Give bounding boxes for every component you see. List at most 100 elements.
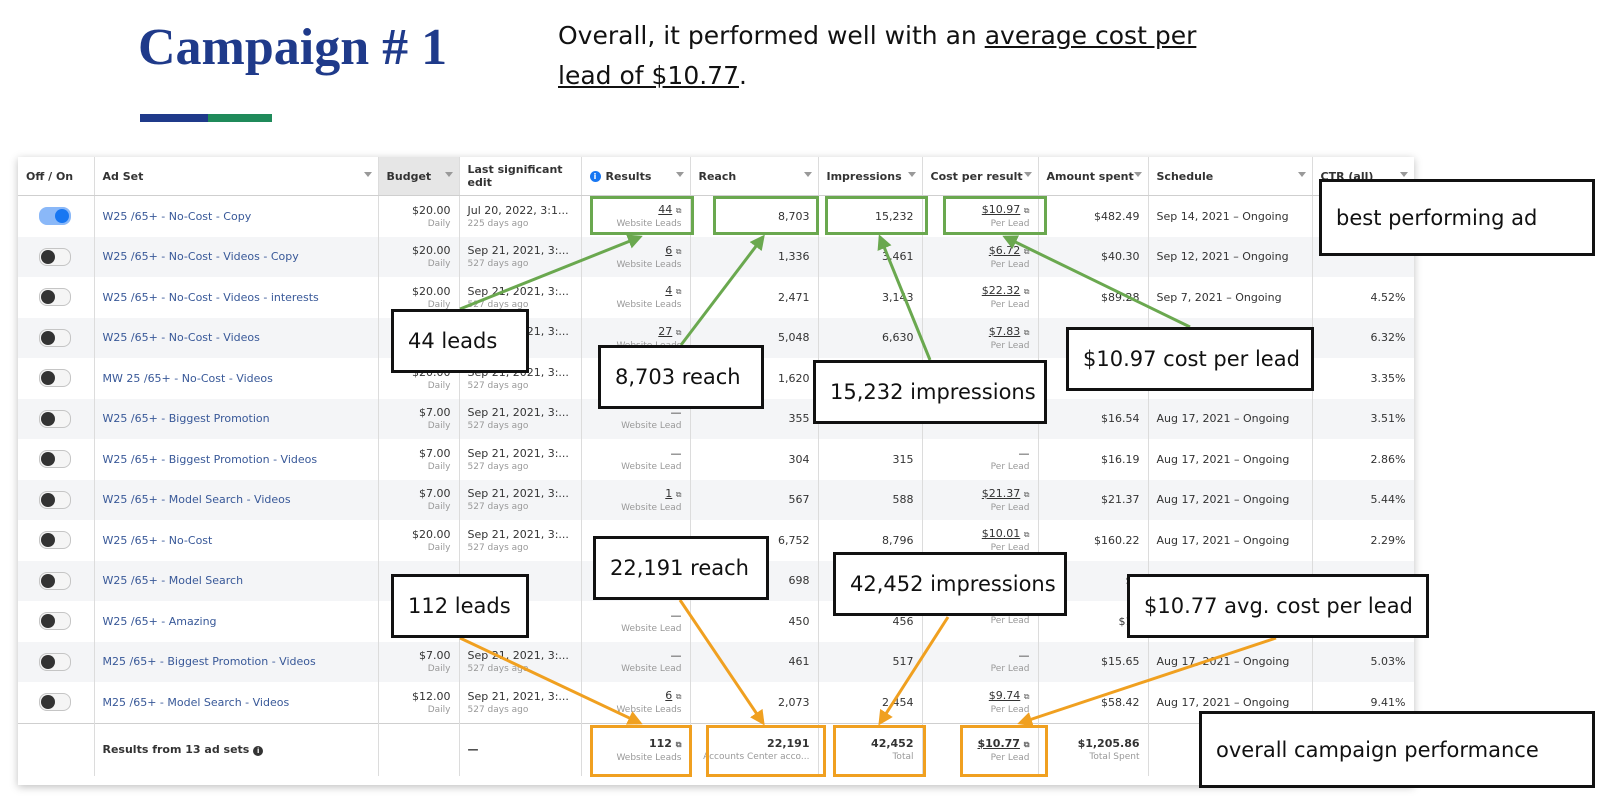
lastedit-value: Sep 21, 2021, 3:... (467, 689, 569, 703)
footer-results-value: 112 ⧉ (590, 736, 682, 752)
col-header-adset[interactable]: Ad Set (94, 157, 379, 196)
lastedit-sub: 527 days ago (467, 461, 529, 472)
ad-sets-table-panel: Off / On Ad Set Budget Last significant … (18, 157, 1414, 785)
budget-value: $7.00 (419, 487, 451, 501)
chevron-down-icon[interactable] (1297, 172, 1306, 177)
callout-8703-reach: 8,703 reach (598, 345, 764, 409)
adset-toggle-switch[interactable] (39, 652, 71, 671)
info-icon[interactable]: i (253, 746, 264, 756)
schedule-cell: Aug 17, 2021 – Ongoing (1148, 520, 1313, 561)
adset-toggle-switch[interactable] (39, 328, 71, 347)
chevron-down-icon[interactable] (444, 172, 453, 177)
table-row[interactable]: M25 /65+ - Biggest Promotion - Videos $7.… (18, 641, 1414, 682)
cpr-sub: Per Lead (990, 340, 1030, 351)
adset-name-link[interactable]: W25 /65+ - No-Cost - Videos (94, 317, 379, 358)
chevron-down-icon[interactable] (363, 172, 372, 177)
cpr-sub: Per Lead (990, 219, 1030, 230)
adset-toggle-switch[interactable] (39, 288, 71, 307)
footer-impressions-sub: Total (892, 752, 914, 762)
lastedit-sub: 527 days ago (467, 542, 529, 553)
adset-name-link[interactable]: W25 /65+ - Amazing (94, 601, 379, 642)
impressions-cell: 517 (818, 641, 923, 682)
adset-toggle-switch[interactable] (39, 612, 71, 631)
ctr-cell: 3.51% (1312, 398, 1414, 439)
col-header-amount-spent[interactable]: Amount spent (1038, 157, 1149, 196)
callout-best-performing: best performing ad (1319, 179, 1595, 256)
adset-name-link[interactable]: M25 /65+ - Model Search - Videos (94, 682, 379, 723)
reach-cell: 2,471 (690, 277, 819, 318)
col-header-label: Amount spent (1046, 169, 1134, 183)
adset-name-link[interactable]: W25 /65+ - No-Cost (94, 520, 379, 561)
cpr-cell: — Per Lead (922, 641, 1039, 682)
chevron-down-icon[interactable] (1399, 172, 1408, 177)
adset-name-link[interactable]: W25 /65+ - No-Cost - Videos - interests (94, 277, 379, 318)
toggle-cell (18, 641, 95, 682)
toggle-cell (18, 277, 95, 318)
results-main: — (590, 446, 682, 461)
spent-cell: $21.37 (1038, 479, 1149, 520)
table-row[interactable]: W25 /65+ - No-Cost - Copy $20.00 Daily Jul … (18, 195, 1414, 237)
attribution-icon: ⧉ (675, 287, 682, 297)
lastedit-value: Sep 21, 2021, 3:... (467, 406, 569, 420)
adset-toggle-switch[interactable] (39, 207, 71, 226)
cpr-sub: Per Lead (990, 616, 1030, 627)
spent-cell: $16.54 (1038, 398, 1149, 439)
adset-name-link[interactable]: W25 /65+ - Model Search - Videos (94, 479, 379, 520)
info-icon[interactable]: i (589, 171, 601, 182)
adset-toggle-switch[interactable] (39, 450, 71, 469)
lastedit-value: Sep 21, 2021, 3:... (467, 527, 569, 541)
attribution-icon: ⧉ (1023, 246, 1030, 256)
col-header-results[interactable]: i Results (581, 157, 691, 196)
chevron-down-icon[interactable] (1133, 172, 1142, 177)
cpr-cell: $9.74 ⧉ Per Lead (922, 682, 1039, 723)
adset-toggle-switch[interactable] (39, 571, 71, 590)
col-header-onoff[interactable]: Off / On (18, 157, 95, 196)
adset-toggle-switch[interactable] (39, 490, 71, 509)
adset-name-link[interactable]: W25 /65+ - Biggest Promotion (94, 398, 379, 439)
attribution-icon: ⧉ (1023, 692, 1030, 702)
toggle-knob (41, 411, 55, 426)
footer-results-sub: Website Leads (616, 752, 682, 763)
callout-22191-reach: 22,191 reach (593, 536, 769, 600)
cpr-cell: — Per Lead (922, 439, 1039, 480)
impressions-cell: 3,143 (818, 277, 923, 318)
col-header-lastedit[interactable]: Last significant edit (459, 157, 582, 196)
results-cell: — Website Lead (581, 601, 691, 642)
col-header-reach[interactable]: Reach (690, 157, 819, 196)
col-header-budget[interactable]: Budget (378, 157, 460, 196)
toggle-cell (18, 439, 95, 480)
col-header-cost-per-result[interactable]: Cost per result (922, 157, 1039, 196)
callout-15232-impressions: 15,232 impressions (813, 360, 1047, 424)
adset-toggle-switch[interactable] (39, 247, 71, 266)
chevron-down-icon[interactable] (675, 172, 684, 177)
table-row[interactable]: W25 /65+ - No-Cost - Videos - Copy $20.00… (18, 236, 1414, 277)
col-header-schedule[interactable]: Schedule (1148, 157, 1313, 196)
results-sub: Website Leads (616, 259, 682, 270)
ctr-cell: 2.29% (1312, 520, 1414, 561)
adset-name-link[interactable]: W25 /65+ - No-Cost - Copy (94, 195, 379, 237)
table-row[interactable]: W25 /65+ - Biggest Promotion - Videos $7.… (18, 439, 1414, 480)
adset-toggle-switch[interactable] (39, 693, 71, 712)
budget-value: $20.00 (412, 284, 451, 298)
adset-name-link[interactable]: W25 /65+ - Biggest Promotion - Videos (94, 439, 379, 480)
results-value: — (670, 649, 682, 663)
adset-name-link[interactable]: M25 /65+ - Biggest Promotion - Videos (94, 641, 379, 682)
budget-cell: $7.00 Daily (378, 439, 460, 480)
toggle-cell (18, 479, 95, 520)
col-header-impressions[interactable]: Impressions (818, 157, 923, 196)
table-row[interactable]: W25 /65+ - Model Search - Videos $7.00 Dai… (18, 479, 1414, 520)
table-row[interactable]: W25 /65+ - No-Cost - Videos - interests $… (18, 277, 1414, 318)
footer-edit: — (459, 722, 582, 776)
adset-name-link[interactable]: MW 25 /65+ - No-Cost - Videos (94, 358, 379, 399)
adset-name-link[interactable]: W25 /65+ - No-Cost - Videos - Copy (94, 236, 379, 277)
adset-toggle-switch[interactable] (39, 369, 71, 388)
chevron-down-icon[interactable] (907, 172, 916, 177)
summary-highlight: average cost per lead of $10.77 (558, 21, 1197, 90)
chevron-down-icon[interactable] (803, 172, 812, 177)
chevron-down-icon[interactable] (1023, 172, 1032, 177)
adset-name-link[interactable]: W25 /65+ - Model Search (94, 560, 379, 601)
col-header-label: Impressions (826, 169, 902, 183)
adset-toggle-switch[interactable] (39, 531, 71, 550)
adset-toggle-switch[interactable] (39, 409, 71, 428)
results-sub: Website Lead (621, 664, 682, 675)
